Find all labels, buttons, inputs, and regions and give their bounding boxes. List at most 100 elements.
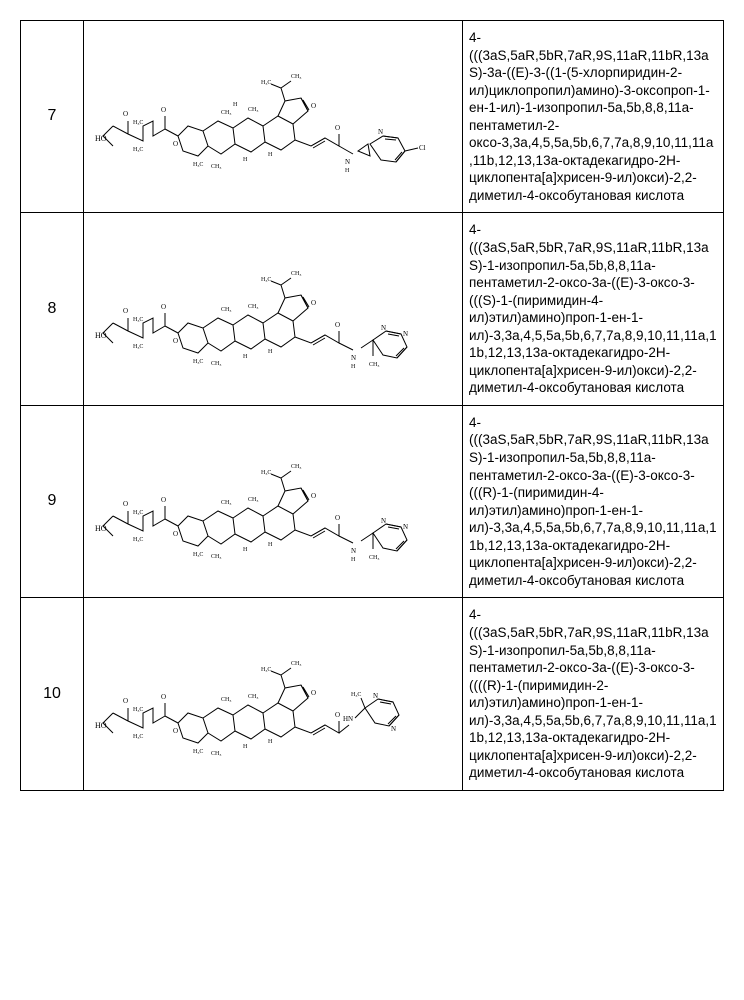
svg-text:CH₃: CH₃ [248, 107, 258, 113]
table-row: 8 HO O H₃C H₃C O O [21, 213, 724, 405]
svg-text:H₃C: H₃C [133, 510, 143, 516]
svg-text:O: O [161, 496, 166, 504]
svg-text:H₃C: H₃C [133, 120, 143, 126]
svg-text:N: N [403, 523, 408, 531]
compound-number-cell: 10 [21, 598, 84, 790]
svg-text:O: O [161, 303, 166, 311]
compound-structure-cell: HO O H₃C H₃C O O O [84, 405, 463, 597]
compound-name-cell: 4-(((3aS,5aR,5bR,7aR,9S,11aR,11bR,13aS)-… [463, 598, 724, 790]
table-body: 7 HO O H₃C H₃C O O [21, 21, 724, 791]
svg-text:H₃C: H₃C [261, 277, 271, 283]
svg-text:H: H [268, 739, 273, 745]
svg-text:N: N [345, 158, 350, 166]
svg-text:CH₃: CH₃ [291, 661, 301, 667]
svg-text:O: O [123, 697, 128, 705]
molecule-diagram: HO O H₃C H₃C O O [88, 26, 458, 208]
svg-text:CH₃: CH₃ [211, 361, 221, 367]
svg-text:CH₃: CH₃ [221, 307, 231, 313]
svg-text:O: O [123, 500, 128, 508]
svg-text:HO: HO [95, 524, 107, 533]
svg-text:H₃C: H₃C [193, 749, 203, 755]
svg-text:O: O [173, 530, 178, 538]
svg-text:O: O [173, 337, 178, 345]
molecule-diagram: HO O H₃C H₃C O O O [88, 603, 458, 785]
svg-text:CH₃: CH₃ [248, 497, 258, 503]
table-row: 9 HO O H₃C H₃C O O [21, 405, 724, 597]
compound-number-cell: 8 [21, 213, 84, 405]
svg-text:O: O [311, 492, 316, 500]
svg-text:H₃C: H₃C [193, 552, 203, 558]
svg-text:N: N [373, 692, 378, 700]
svg-text:O: O [161, 693, 166, 701]
svg-text:CH₃: CH₃ [211, 554, 221, 560]
svg-text:H: H [351, 364, 356, 370]
svg-text:H₃C: H₃C [133, 344, 143, 350]
compound-number-cell: 7 [21, 21, 84, 213]
svg-text:CH₃: CH₃ [221, 697, 231, 703]
svg-text:O: O [311, 299, 316, 307]
svg-text:H₃C: H₃C [261, 470, 271, 476]
compound-name-cell: 4-(((3aS,5aR,5bR,7aR,9S,11aR,11bR,13aS)-… [463, 213, 724, 405]
svg-text:H: H [243, 744, 248, 750]
svg-text:Cl: Cl [419, 144, 426, 152]
svg-text:H: H [243, 157, 248, 163]
svg-text:CH₃: CH₃ [369, 555, 379, 561]
svg-text:CH₃: CH₃ [248, 694, 258, 700]
svg-text:CH₃: CH₃ [221, 500, 231, 506]
svg-text:H₃C: H₃C [133, 707, 143, 713]
svg-text:O: O [335, 514, 340, 522]
table-row: 10 HO O H₃C H₃C O O [21, 598, 724, 790]
svg-text:CH₃: CH₃ [291, 74, 301, 80]
compound-name-cell: 4-(((3aS,5aR,5bR,7aR,9S,11aR,11bR,13aS)-… [463, 21, 724, 213]
svg-text:H₃C: H₃C [193, 359, 203, 365]
svg-text:N: N [381, 517, 386, 525]
svg-text:H: H [345, 168, 350, 174]
compound-name-cell: 4-(((3aS,5aR,5bR,7aR,9S,11aR,11bR,13aS)-… [463, 405, 724, 597]
svg-text:H₃C: H₃C [133, 317, 143, 323]
svg-text:H: H [233, 102, 238, 108]
compound-table: 7 HO O H₃C H₃C O O [20, 20, 724, 791]
svg-text:N: N [391, 725, 396, 733]
svg-text:N: N [378, 128, 383, 136]
svg-text:H₃C: H₃C [351, 692, 361, 698]
svg-text:H₃C: H₃C [261, 80, 271, 86]
svg-text:H₃C: H₃C [261, 667, 271, 673]
svg-text:H₃C: H₃C [133, 734, 143, 740]
svg-text:O: O [161, 106, 166, 114]
svg-text:O: O [173, 727, 178, 735]
svg-text:N: N [381, 324, 386, 332]
molecule-diagram: HO O H₃C H₃C O O O [88, 411, 458, 593]
svg-text:HN: HN [343, 715, 353, 723]
svg-text:N: N [351, 547, 356, 555]
table-row: 7 HO O H₃C H₃C O O [21, 21, 724, 213]
svg-text:H: H [268, 349, 273, 355]
svg-text:H: H [243, 547, 248, 553]
svg-text:H: H [351, 557, 356, 563]
svg-text:H₃C: H₃C [133, 537, 143, 543]
compound-structure-cell: HO O H₃C H₃C O O [84, 21, 463, 213]
svg-text:CH₃: CH₃ [211, 751, 221, 757]
svg-text:O: O [335, 711, 340, 719]
svg-text:HO: HO [95, 134, 107, 143]
svg-text:H: H [268, 542, 273, 548]
svg-text:N: N [403, 330, 408, 338]
svg-text:H: H [243, 354, 248, 360]
svg-text:CH₃: CH₃ [248, 304, 258, 310]
svg-text:O: O [335, 321, 340, 329]
svg-text:O: O [311, 102, 316, 110]
svg-text:CH₃: CH₃ [221, 110, 231, 116]
svg-text:O: O [311, 689, 316, 697]
svg-text:CH₃: CH₃ [369, 362, 379, 368]
svg-text:CH₃: CH₃ [291, 464, 301, 470]
molecule-diagram: HO O H₃C H₃C O O O [88, 218, 458, 400]
svg-text:HO: HO [95, 721, 107, 730]
svg-text:O: O [123, 110, 128, 118]
svg-text:H₃C: H₃C [133, 147, 143, 153]
svg-text:H: H [268, 152, 273, 158]
svg-text:CH₃: CH₃ [211, 164, 221, 170]
svg-text:HO: HO [95, 331, 107, 340]
svg-text:H₃C: H₃C [193, 162, 203, 168]
compound-structure-cell: HO O H₃C H₃C O O O [84, 598, 463, 790]
compound-structure-cell: HO O H₃C H₃C O O O [84, 213, 463, 405]
svg-text:O: O [173, 140, 178, 148]
